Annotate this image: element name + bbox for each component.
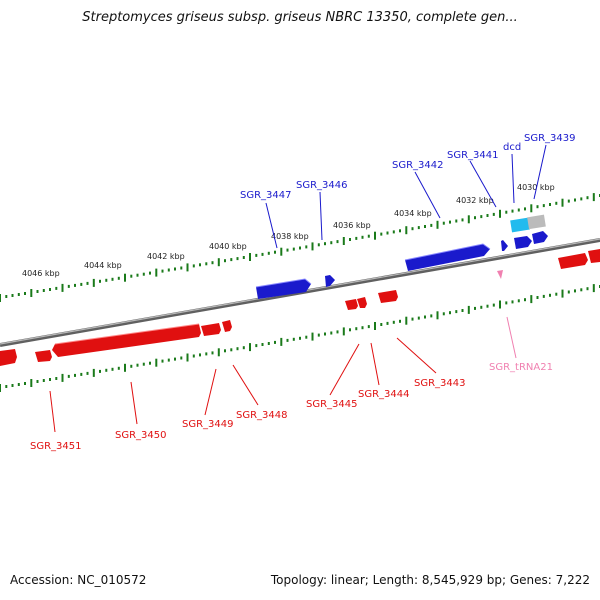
label-sgr-3447[interactable]: SGR_3447 [240, 190, 292, 201]
map-title: Streptomyces griseus subsp. griseus NBRC… [82, 10, 518, 25]
label-sgr-3446[interactable]: SGR_3446 [296, 180, 348, 191]
gene-sgr-3451-arrow[interactable] [0, 349, 17, 366]
gene-sgr-3443-arrow[interactable] [378, 290, 398, 303]
gene-sgr-3437-arrow[interactable] [588, 249, 600, 263]
ruler-label-4040: 4040 kbp [209, 242, 247, 251]
forward-genes [255, 214, 548, 299]
ruler-label-4038: 4038 kbp [271, 232, 309, 241]
gene-sgr-3441-arrow[interactable] [501, 240, 508, 251]
label-sgr-3449[interactable]: SGR_3449 [182, 419, 234, 430]
ruler-label-4046: 4046 kbp [22, 269, 60, 278]
ruler-label-4044: 4044 kbp [84, 261, 122, 270]
accession-text: Accession: NC_010572 [10, 573, 147, 587]
ruler-labels: 4046 kbp 4044 kbp 4042 kbp 4040 kbp 4038… [22, 183, 555, 278]
label-sgr-3448[interactable]: SGR_3448 [236, 410, 288, 421]
gene-sgr-3445-arrow[interactable] [345, 299, 358, 310]
gene-sgr-3438-arrow[interactable] [558, 253, 588, 269]
gene-sgr-3442-arrow[interactable] [405, 244, 490, 271]
ruler-label-4034: 4034 kbp [394, 209, 432, 218]
gene-sgr-3444-arrow[interactable] [357, 297, 367, 308]
ruler-label-4030: 4030 kbp [517, 183, 555, 192]
gene-sgr-3447-arrow[interactable] [256, 279, 311, 299]
ruler-label-4042: 4042 kbp [147, 252, 185, 261]
ruler-label-4036: 4036 kbp [333, 221, 371, 230]
top-leader-lines [265, 144, 547, 249]
upper-ruler [0, 193, 600, 302]
label-sgr-3445[interactable]: SGR_3445 [306, 399, 358, 410]
cds-cyan-block[interactable] [510, 217, 530, 233]
gene-sgr-trna21-mark[interactable] [497, 270, 503, 279]
label-sgr-3450[interactable]: SGR_3450 [115, 430, 167, 441]
label-dcd[interactable]: dcd [503, 142, 521, 153]
gene-sgr-3439-arrow[interactable] [532, 231, 548, 244]
label-sgr-3443[interactable]: SGR_3443 [414, 378, 466, 389]
ruler-label-4032: 4032 kbp [456, 196, 494, 205]
gene-sgr-3449-arrow[interactable] [201, 323, 221, 336]
gene-sgr-3450-arrow[interactable] [52, 324, 201, 357]
bottom-gene-labels: SGR_3451 SGR_3450 SGR_3449 SGR_3448 SGR_… [30, 362, 553, 452]
topology-summary: Topology: linear; Length: 8,545,929 bp; … [270, 573, 590, 587]
label-sgr-3451[interactable]: SGR_3451 [30, 441, 82, 452]
cds-gray-block[interactable] [527, 214, 546, 230]
label-sgr-3442[interactable]: SGR_3442 [392, 160, 444, 171]
trna-leader-line [506, 316, 517, 359]
lower-ruler [0, 284, 600, 392]
gene-dcd-arrow[interactable] [514, 236, 532, 249]
top-gene-labels: SGR_3447 SGR_3446 SGR_3442 SGR_3441 dcd … [240, 133, 576, 201]
bottom-leader-lines [49, 337, 437, 433]
gene-sgr-3448-arrow[interactable] [222, 320, 232, 332]
label-sgr-3439[interactable]: SGR_3439 [524, 133, 576, 144]
label-sgr-3441[interactable]: SGR_3441 [447, 150, 499, 161]
label-sgr-3444[interactable]: SGR_3444 [358, 389, 410, 400]
label-sgr-trna21[interactable]: SGR_tRNA21 [489, 362, 553, 373]
gene-sgr-3450a-arrow[interactable] [35, 350, 52, 362]
gene-sgr-3446-arrow[interactable] [325, 275, 335, 287]
reverse-genes [0, 249, 600, 366]
